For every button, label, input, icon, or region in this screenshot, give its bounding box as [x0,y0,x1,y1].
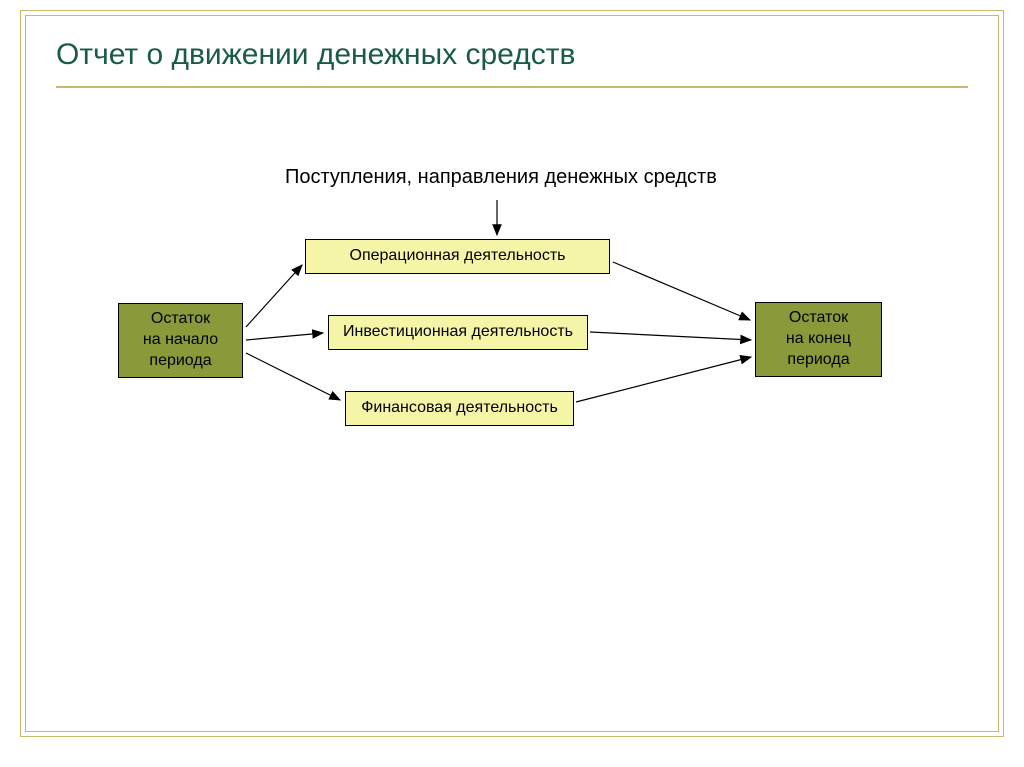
arrows-layer [0,0,1024,767]
node-end: Остатокна конецпериода [755,302,882,377]
title-underline [56,86,968,88]
node-operating-label: Операционная деятельность [350,246,566,267]
node-financing-label: Финансовая деятельность [361,398,558,419]
diagram-subtitle: Поступления, направления денежных средст… [285,166,717,189]
node-start: Остатокна началопериода [118,303,243,378]
node-start-label: Остатокна началопериода [143,309,218,371]
node-end-label: Остатокна конецпериода [786,308,851,370]
node-investing: Инвестиционная деятельность [328,315,588,350]
node-financing: Финансовая деятельность [345,391,574,426]
slide-title: Отчет о движении денежных средств [56,38,575,72]
node-operating: Операционная деятельность [305,239,610,274]
node-investing-label: Инвестиционная деятельность [343,322,573,343]
